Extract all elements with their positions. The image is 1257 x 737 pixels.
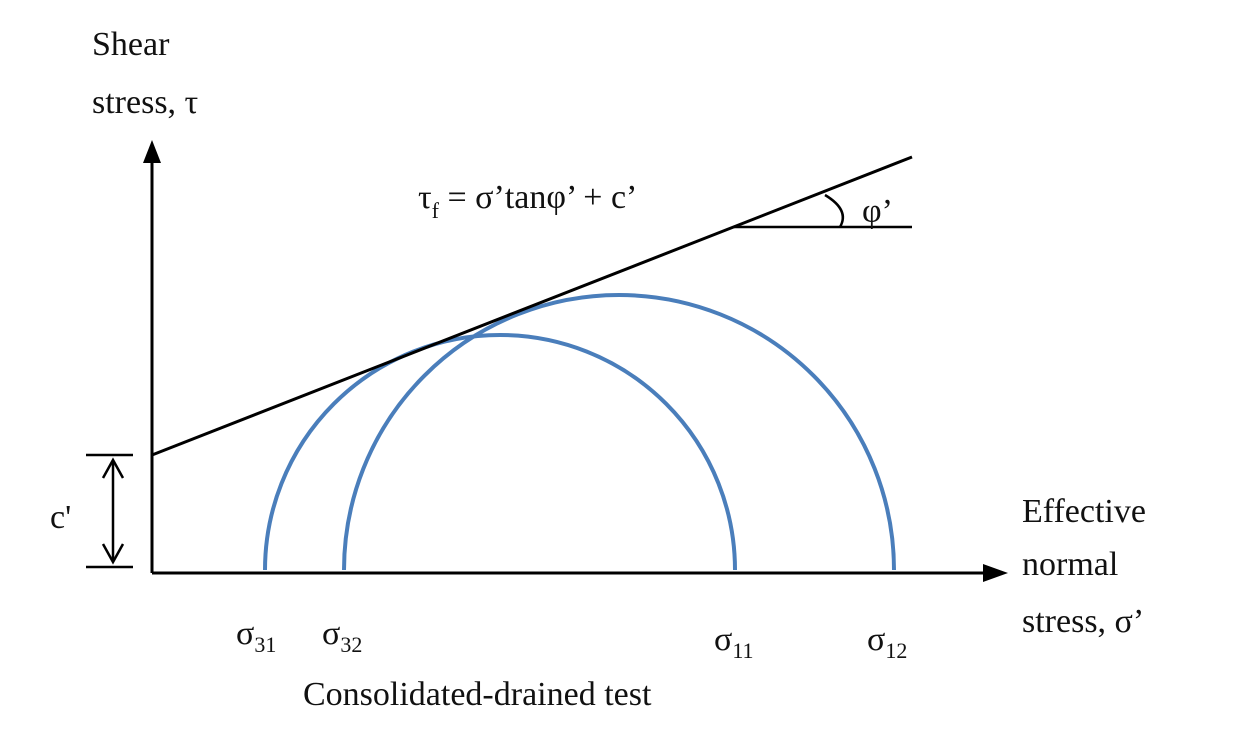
x-axis-label-line1: Effective	[1022, 493, 1146, 530]
y-axis-label-line2: stress, τ	[92, 84, 198, 121]
sigma-32-label: σ32	[322, 615, 362, 657]
equation-tau-subscript: f	[432, 198, 440, 223]
mohr-circle-2	[342, 293, 896, 571]
x-axis-label-line3: stress, σ’	[1022, 603, 1144, 640]
equation-rest: = σ’tanφ’ + c’	[439, 179, 637, 216]
mohr-circle-1	[263, 333, 737, 571]
sigma-11-label: σ11	[714, 621, 754, 663]
y-axis-arrowhead	[143, 140, 161, 163]
cohesion-arrow-top	[101, 457, 125, 479]
angle-arc	[824, 193, 845, 228]
sigma-12-label: σ12	[867, 621, 907, 663]
cohesion-arrow-bottom	[101, 543, 125, 565]
friction-angle-label: φ’	[862, 193, 893, 230]
sigma-31-label: σ31	[236, 615, 276, 657]
equation-tau: τ	[418, 179, 432, 216]
x-axis-arrowhead	[983, 564, 1008, 582]
diagram-caption: Consolidated-drained test	[303, 676, 652, 713]
cohesion-label: c'	[50, 499, 71, 536]
y-axis-label-line1: Shear	[92, 26, 170, 63]
envelope-equation: τf = σ’tanφ’ + c’	[418, 179, 637, 223]
failure-envelope-line	[151, 155, 913, 457]
x-axis-label-line2: normal	[1022, 546, 1118, 583]
